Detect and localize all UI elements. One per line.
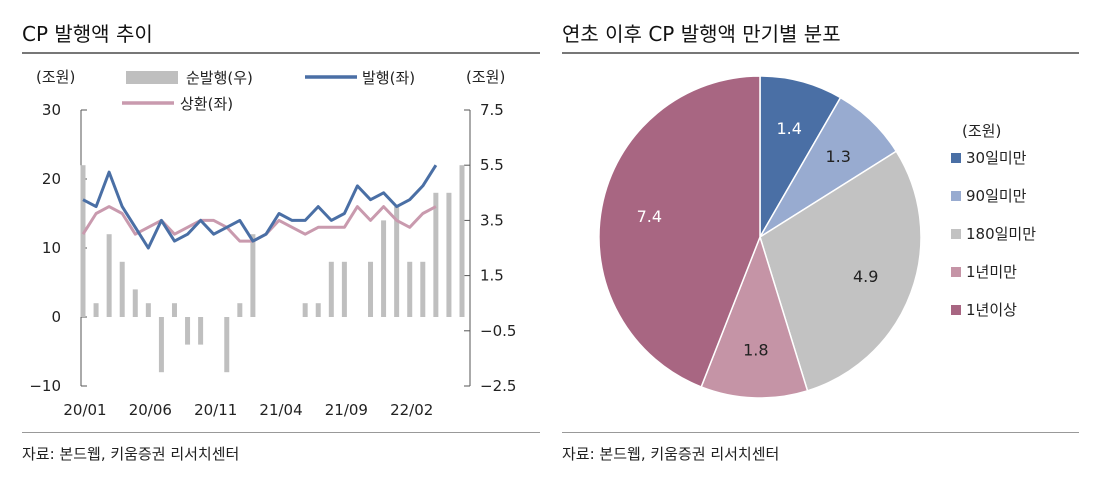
right-y-tick-label: 7.5	[480, 101, 504, 119]
right-axis-unit: (조원)	[466, 68, 505, 86]
net-issue-bar	[185, 317, 191, 345]
pie-legend-swatch	[951, 191, 961, 201]
pie-slice	[759, 150, 922, 392]
pie-slice-value-label: 4.9	[853, 267, 878, 286]
left-chart-title: CP 발행액 추이	[22, 22, 153, 46]
pie-legend-swatch	[951, 305, 961, 315]
net-issue-bar	[433, 192, 439, 317]
left-title-rule	[22, 52, 540, 54]
x-tick-label: 22/02	[390, 401, 433, 419]
x-tick-label: 21/09	[325, 401, 368, 419]
right-y-tick-label: 3.5	[480, 211, 504, 229]
net-issue-bar	[224, 317, 230, 373]
pie-legend-label: 30일미만	[966, 149, 1027, 167]
net-issue-bar	[119, 261, 125, 317]
legend-net-issue-label: 순발행(우)	[186, 69, 253, 87]
issue-line	[82, 164, 438, 250]
pie-legend-unit: (조원)	[962, 122, 1001, 140]
pie-slice-value-label: 7.4	[637, 207, 662, 226]
pie-legend-swatch	[951, 267, 961, 277]
net-issue-bar	[328, 261, 334, 317]
net-issue-bar	[80, 165, 86, 317]
pie-legend-label: 180일미만	[966, 225, 1036, 243]
net-issue-bar	[237, 303, 243, 317]
pie-plot-area: 1.4 1.3 4.9 1.8 7.4	[598, 75, 922, 399]
right-title-rule	[562, 52, 1079, 54]
legend-net-issue-swatch	[126, 71, 178, 84]
net-issue-bar	[459, 165, 465, 317]
legend-redeem-label: 상환(좌)	[180, 95, 233, 113]
x-tick-label: 20/01	[63, 401, 106, 419]
left-y-tick-label: −10	[29, 377, 61, 395]
left-axis-unit: (조원)	[36, 68, 75, 86]
net-issue-bar	[368, 261, 374, 317]
net-issue-bar	[381, 220, 387, 317]
net-issue-bar	[158, 317, 164, 373]
net-issue-bar	[341, 261, 347, 317]
pie-chart: 1.4 1.3 4.9 1.8 7.4 (조원) 30일미만 90일미만 180일미만 1년미…	[598, 75, 1036, 399]
net-issue-bar	[315, 303, 321, 317]
pie-slice-value-label: 1.4	[776, 119, 801, 138]
net-issue-bar	[198, 317, 204, 345]
right-source-note: 자료: 본드웹, 키움증권 리서치센터	[562, 445, 780, 463]
left-source-rule	[22, 432, 540, 433]
pie-slice-value-label: 1.3	[825, 147, 850, 166]
net-issue-bar	[93, 303, 99, 317]
pie-legend-label: 1년이상	[966, 301, 1017, 319]
net-issue-bar	[132, 289, 138, 317]
pie-legend-swatch	[951, 153, 961, 163]
left-source-note: 자료: 본드웹, 키움증권 리서치센터	[22, 445, 240, 463]
net-issue-bar	[394, 206, 400, 317]
right-source-rule	[562, 432, 1079, 433]
pie-legend: 30일미만 90일미만 180일미만 1년미만 1년이상	[951, 149, 1036, 319]
pie-legend-label: 90일미만	[966, 187, 1027, 205]
right-y-tick-label: 1.5	[480, 267, 504, 285]
net-issue-bar	[407, 261, 413, 317]
x-tick-label: 20/11	[194, 401, 237, 419]
pie-slice	[700, 234, 809, 399]
net-issue-bar	[145, 303, 151, 317]
legend-issue-label: 발행(좌)	[362, 69, 415, 87]
combo-plot-area: 30 20 10 0 −10 7.5 5.5 3.5 1.5 −0.5 −2.5 20/01 20/06…	[29, 101, 516, 419]
net-issue-bar	[446, 192, 452, 317]
net-issue-bar	[302, 303, 308, 317]
left-chart-panel: CP 발행액 추이 (조원) (조원) 순발행(우) 발행(좌) 상환(좌) 3…	[0, 0, 540, 488]
x-tick-label: 21/04	[259, 401, 302, 419]
x-tick-label: 20/06	[129, 401, 172, 419]
right-y-tick-label: −0.5	[480, 322, 516, 340]
left-y-tick-label: 30	[42, 101, 61, 119]
right-chart-title: 연초 이후 CP 발행액 만기별 분포	[562, 22, 841, 46]
combo-chart: (조원) (조원) 순발행(우) 발행(좌) 상환(좌) 30 20 10 0 −10 7…	[29, 68, 516, 419]
left-y-tick-label: 10	[42, 239, 61, 257]
pie-slice-value-label: 1.8	[743, 341, 768, 360]
net-issue-bar	[106, 234, 112, 317]
net-issue-bar	[250, 234, 256, 317]
pie-legend-swatch	[951, 229, 961, 239]
net-issue-bar	[171, 303, 177, 317]
pie-slice	[598, 75, 761, 388]
right-y-tick-label: −2.5	[480, 377, 516, 395]
right-chart-panel: 연초 이후 CP 발행액 만기별 분포 1.4 1.3 4.9 1.8 7.4 (조원)…	[562, 0, 1101, 488]
left-y-tick-label: 0	[51, 308, 61, 326]
pie-legend-label: 1년미만	[966, 263, 1017, 281]
left-y-tick-label: 20	[42, 170, 61, 188]
right-y-tick-label: 5.5	[480, 156, 504, 174]
net-issue-bar	[420, 261, 426, 317]
